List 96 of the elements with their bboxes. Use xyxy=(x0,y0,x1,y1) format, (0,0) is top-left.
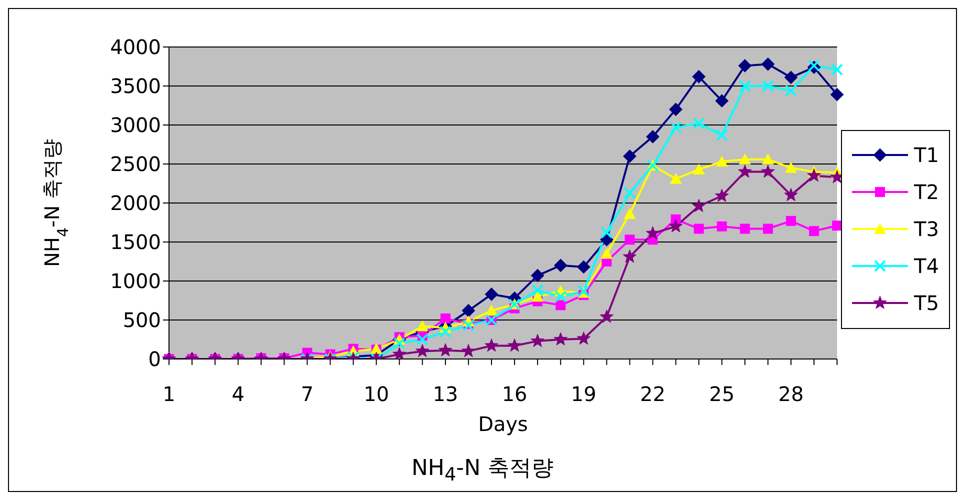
point xyxy=(415,344,430,358)
point xyxy=(762,224,773,234)
y-tick-label: 1500 xyxy=(110,230,161,254)
y-tick-label: 1000 xyxy=(110,269,161,294)
x-tick-label: 19 xyxy=(570,382,596,406)
point xyxy=(692,117,705,130)
point xyxy=(762,80,774,92)
legend-label: T3 xyxy=(914,217,939,241)
point xyxy=(692,163,705,174)
point xyxy=(576,331,591,345)
point xyxy=(668,219,683,232)
point xyxy=(692,70,706,84)
point xyxy=(600,248,613,259)
x-tick-label: 28 xyxy=(778,382,804,406)
point xyxy=(622,250,637,263)
point xyxy=(646,226,660,240)
point xyxy=(761,164,775,178)
point xyxy=(784,84,797,97)
text: NH$_{4}$-N 축적량 xyxy=(410,455,555,486)
point xyxy=(600,226,613,239)
y-tick-label: 3500 xyxy=(110,74,161,98)
point xyxy=(530,334,544,347)
point xyxy=(554,290,567,303)
x-tick-label: 10 xyxy=(364,382,390,406)
point xyxy=(462,344,476,358)
point xyxy=(716,129,728,142)
point xyxy=(762,153,774,164)
point xyxy=(784,70,798,84)
point xyxy=(738,164,752,178)
point xyxy=(554,332,568,346)
point xyxy=(554,258,568,272)
x-tick-label: 25 xyxy=(709,382,735,406)
point xyxy=(440,313,450,324)
x-tick-label: 22 xyxy=(640,382,666,406)
point xyxy=(694,224,704,234)
point xyxy=(438,343,452,356)
point xyxy=(624,234,635,245)
point xyxy=(670,172,682,184)
legend-label: T5 xyxy=(914,291,939,315)
point xyxy=(830,88,844,102)
point xyxy=(784,188,798,202)
point xyxy=(832,220,842,231)
point xyxy=(485,288,498,301)
y-tick-label: 2500 xyxy=(110,152,161,176)
point xyxy=(439,326,452,338)
point xyxy=(416,334,428,346)
point xyxy=(786,216,796,226)
point xyxy=(738,59,752,72)
point xyxy=(716,156,728,167)
point xyxy=(532,290,544,302)
point xyxy=(556,300,566,310)
point xyxy=(577,260,590,274)
point xyxy=(714,188,729,202)
point xyxy=(486,304,498,316)
point xyxy=(716,221,727,232)
point xyxy=(715,94,728,108)
point xyxy=(738,80,751,92)
point xyxy=(761,58,774,71)
legend-label: T4 xyxy=(914,254,939,278)
point xyxy=(831,64,844,76)
legend-label: T1 xyxy=(914,143,939,167)
point xyxy=(462,304,475,318)
point xyxy=(393,337,406,350)
point xyxy=(508,338,522,352)
legend-label: T2 xyxy=(914,180,939,204)
x-tick-label: 4 xyxy=(232,382,244,406)
x-tick-label: 16 xyxy=(502,382,528,406)
x-tick-label: 13 xyxy=(432,382,458,406)
x-tick-label: 1 xyxy=(162,382,176,406)
y-tick-label: 3000 xyxy=(110,113,161,138)
point xyxy=(784,162,797,173)
point xyxy=(670,121,682,134)
point xyxy=(646,130,660,144)
point xyxy=(669,102,682,116)
y-tick-label: 0 xyxy=(148,347,161,372)
point xyxy=(740,224,750,234)
point xyxy=(392,347,406,359)
point xyxy=(462,319,474,332)
point xyxy=(531,269,544,282)
point xyxy=(532,284,544,296)
point xyxy=(600,233,614,246)
y-tick-label: 500 xyxy=(122,308,161,332)
point xyxy=(484,338,498,352)
point xyxy=(624,208,636,219)
y-tick-label: 4000 xyxy=(110,35,161,60)
point xyxy=(600,310,614,323)
point xyxy=(738,153,751,164)
point xyxy=(416,320,428,332)
point xyxy=(692,198,706,212)
point xyxy=(624,186,636,199)
point xyxy=(809,226,820,236)
y-tick-label: 2000 xyxy=(110,191,161,216)
x-axis-title: Days xyxy=(478,412,528,436)
point xyxy=(807,168,821,182)
x-tick-label: 7 xyxy=(300,382,314,406)
point xyxy=(623,150,636,163)
